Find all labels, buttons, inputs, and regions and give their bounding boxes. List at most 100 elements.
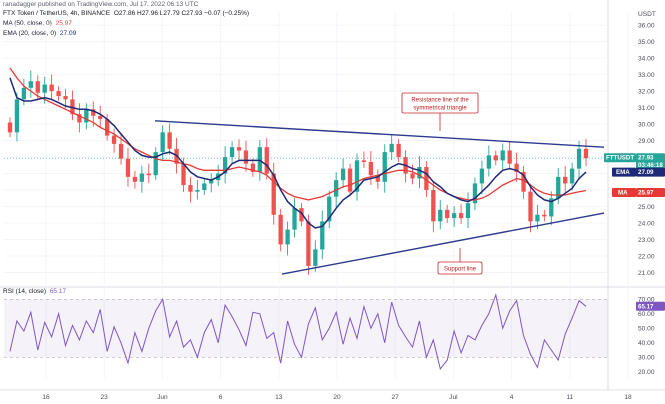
candle-body (410, 173, 415, 179)
ma-legend: MA (50, close, 0) 25.97 (3, 20, 72, 27)
candle-body (507, 150, 512, 164)
candle-body (63, 96, 68, 100)
candle-body (417, 166, 422, 179)
candle-body (375, 175, 380, 182)
price-tick-label: 32.00 (638, 88, 655, 95)
candle-body (431, 190, 436, 222)
candle-body (445, 209, 450, 219)
support-callout-label: Support line (444, 267, 477, 273)
time-tick-label: 4 (510, 394, 514, 401)
candle-body (70, 99, 75, 115)
candle-body (521, 171, 526, 192)
candle-body (139, 173, 145, 182)
candle-body (479, 168, 485, 184)
time-tick-label: 13 (275, 394, 283, 401)
candle-body (493, 155, 498, 161)
candle-body (257, 147, 262, 172)
candle-body (243, 150, 249, 164)
candle-body (209, 180, 214, 184)
support-trendline (281, 212, 605, 275)
candle-body (320, 221, 325, 250)
rsi-tick-label: 20.00 (638, 369, 655, 376)
time-tick-label: Jul (449, 394, 458, 401)
rsi-label: RSI (14, close) (3, 288, 46, 295)
candle-body (542, 214, 547, 217)
candle-body (14, 99, 20, 133)
candle-body (21, 87, 27, 100)
rsi-legend: RSI (14, close) 65.17 (3, 288, 66, 295)
candle-body (42, 84, 47, 93)
price-tick-label: 34.00 (638, 55, 655, 62)
time-tick-label: Jun (157, 394, 168, 401)
candle-body (105, 119, 110, 136)
candle-body (111, 135, 117, 144)
price-badge (636, 153, 665, 171)
candle-body (278, 214, 283, 245)
candle-body (389, 143, 394, 153)
rsi-tick-label: 70.00 (638, 297, 655, 304)
price-tick-label: 21.00 (638, 270, 655, 277)
candle-body (354, 160, 360, 192)
candle-body (181, 163, 186, 186)
candle-body (299, 208, 304, 222)
candle-body (458, 213, 464, 219)
ma-tag-badge (612, 188, 636, 198)
candle-body (7, 122, 13, 133)
ema-tag-label: EMA (616, 169, 630, 176)
price-tick-label: 33.00 (638, 72, 655, 79)
candle-body (424, 166, 429, 191)
candle-body (28, 81, 33, 88)
candle-body (35, 81, 40, 93)
ma-badge-value: 25.97 (638, 190, 654, 197)
candle-body (528, 191, 533, 222)
time-tick-label: 18 (624, 394, 632, 401)
candle-body (91, 109, 96, 116)
candle-body (347, 168, 353, 192)
resistance-trendline (154, 120, 605, 148)
rsi-band-fill (4, 299, 608, 358)
candle-body (167, 132, 172, 149)
price-tick-label: 29.00 (638, 138, 655, 145)
symbol-badge-label: FTTUSDT (606, 155, 634, 162)
candle-body (556, 176, 561, 199)
price-tick-label: 23.00 (638, 237, 655, 244)
annotations: Resistance line of the symmetrical triang… (401, 92, 483, 275)
rsi-value: 65.17 (49, 288, 67, 295)
ma-value: 25.97 (55, 20, 72, 27)
candle-body (84, 109, 89, 123)
candles (7, 70, 589, 275)
grid-lines (0, 0, 665, 391)
candle-body (202, 183, 207, 191)
candle-body (583, 148, 589, 159)
candle-body (264, 147, 269, 174)
candle-body (514, 163, 519, 172)
candle-body (132, 176, 138, 182)
price-tick-label: 22.00 (638, 253, 655, 260)
candle-body (195, 190, 200, 192)
rsi-tick-label: 50.00 (638, 326, 655, 333)
candle-body (313, 249, 318, 266)
candle-body (236, 147, 242, 151)
candle-body (334, 180, 339, 197)
candle-body (285, 229, 290, 245)
candle-body (292, 208, 297, 230)
candle-body (340, 168, 346, 181)
candle-body (188, 185, 193, 192)
candle-body (146, 173, 151, 176)
rsi-badge (636, 301, 665, 311)
candle-body (77, 114, 82, 123)
ema-badge-value: 27.09 (638, 169, 654, 176)
ma-label: MA (50, close, 0) (3, 20, 52, 27)
candle-body (549, 198, 554, 217)
candle-body (306, 221, 311, 266)
candle-body (229, 147, 235, 158)
candle-body (382, 152, 387, 182)
price-badge-value: 27.93 (638, 155, 654, 162)
ema-tag-badge (612, 167, 636, 177)
candle-body (118, 143, 124, 159)
candle-body (535, 214, 540, 222)
rsi-line (9, 293, 587, 371)
publisher-note: ranadagger published on TradingView.com,… (3, 1, 199, 8)
